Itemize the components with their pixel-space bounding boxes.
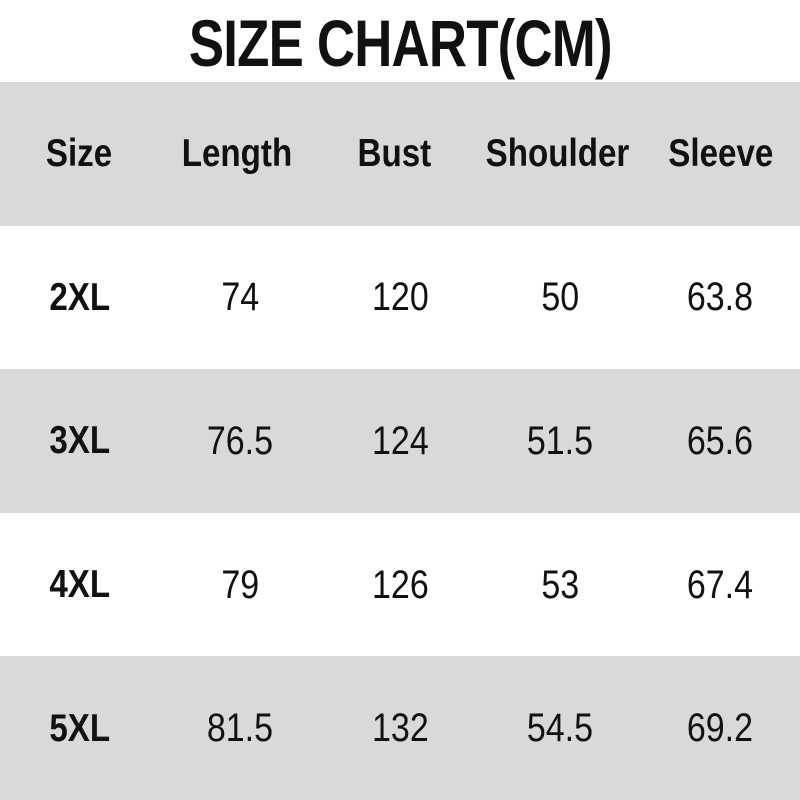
sleeve-value: 67.4 xyxy=(686,562,754,607)
cell-shoulder: 51.5 xyxy=(480,421,640,461)
cell-shoulder: 53 xyxy=(480,565,640,605)
header-label-bust: Bust xyxy=(357,132,432,176)
table-row-4xl: 4XL 79 126 53 67.4 xyxy=(0,513,800,657)
size-label: 2XL xyxy=(49,275,111,319)
sleeve-value: 65.6 xyxy=(686,418,754,463)
cell-size: 3XL xyxy=(0,421,160,460)
length-value: 74 xyxy=(221,275,259,320)
sleeve-value: 69.2 xyxy=(686,706,754,751)
cell-bust: 124 xyxy=(320,421,480,461)
cell-bust: 132 xyxy=(320,708,480,748)
cell-length: 76.5 xyxy=(160,421,320,461)
sleeve-value: 63.8 xyxy=(686,275,754,320)
header-label-size: Size xyxy=(45,132,113,176)
header-label-length: Length xyxy=(181,132,292,176)
bust-value: 124 xyxy=(371,418,429,463)
title-row: SIZE CHART(CM) xyxy=(0,0,800,82)
bust-value: 132 xyxy=(371,706,429,751)
cell-shoulder: 54.5 xyxy=(480,708,640,748)
cell-sleeve: 67.4 xyxy=(640,565,800,605)
cell-sleeve: 65.6 xyxy=(640,421,800,461)
header-cell-bust: Bust xyxy=(315,134,473,173)
cell-shoulder: 50 xyxy=(480,277,640,317)
cell-length: 79 xyxy=(160,565,320,605)
header-cell-length: Length xyxy=(158,134,316,173)
shoulder-value: 51.5 xyxy=(526,418,594,463)
cell-size: 4XL xyxy=(0,565,160,604)
table-row-5xl: 5XL 81.5 132 54.5 69.2 xyxy=(0,656,800,800)
cell-size: 5XL xyxy=(0,709,160,748)
table-header-row: Size Length Bust Shoulder Sleeve xyxy=(0,82,800,226)
cell-size: 2XL xyxy=(0,278,160,317)
bust-value: 120 xyxy=(371,275,429,320)
length-value: 76.5 xyxy=(206,418,274,463)
size-label: 3XL xyxy=(49,419,111,463)
cell-sleeve: 63.8 xyxy=(640,277,800,317)
length-value: 81.5 xyxy=(206,706,274,751)
bust-value: 126 xyxy=(371,562,429,607)
header-cell-shoulder: Shoulder xyxy=(473,134,642,173)
header-label-sleeve: Sleeve xyxy=(668,132,774,176)
size-label: 4XL xyxy=(49,563,111,607)
header-label-shoulder: Shoulder xyxy=(485,132,630,176)
cell-bust: 120 xyxy=(320,277,480,317)
cell-length: 74 xyxy=(160,277,320,317)
page-title: SIZE CHART(CM) xyxy=(188,6,613,80)
shoulder-value: 54.5 xyxy=(526,706,594,751)
table-row-3xl: 3XL 76.5 124 51.5 65.6 xyxy=(0,369,800,513)
shoulder-value: 53 xyxy=(541,562,579,607)
length-value: 79 xyxy=(221,562,259,607)
header-cell-size: Size xyxy=(0,134,158,173)
shoulder-value: 50 xyxy=(541,275,579,320)
cell-bust: 126 xyxy=(320,565,480,605)
header-cell-sleeve: Sleeve xyxy=(642,134,800,173)
size-label: 5XL xyxy=(49,706,111,750)
size-table: Size Length Bust Shoulder Sleeve 2XL 74 … xyxy=(0,82,800,800)
table-row-2xl: 2XL 74 120 50 63.8 xyxy=(0,226,800,370)
cell-sleeve: 69.2 xyxy=(640,708,800,748)
cell-length: 81.5 xyxy=(160,708,320,748)
